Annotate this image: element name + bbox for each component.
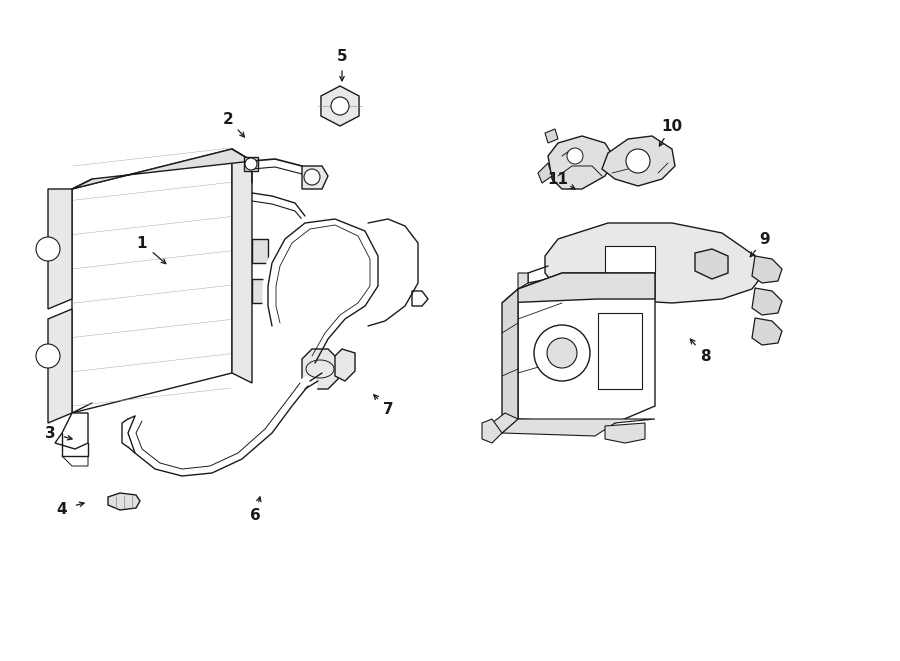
Text: 2: 2	[222, 112, 233, 126]
Polygon shape	[335, 349, 355, 381]
Polygon shape	[538, 163, 552, 183]
Polygon shape	[518, 273, 528, 289]
Polygon shape	[605, 423, 645, 443]
Circle shape	[36, 237, 60, 261]
Polygon shape	[72, 149, 232, 413]
Polygon shape	[108, 493, 140, 510]
Polygon shape	[695, 249, 728, 279]
Polygon shape	[252, 279, 268, 303]
Circle shape	[567, 148, 583, 164]
Polygon shape	[302, 166, 328, 189]
Polygon shape	[598, 313, 642, 389]
Circle shape	[245, 158, 257, 170]
Circle shape	[36, 344, 60, 368]
Circle shape	[331, 97, 349, 115]
Polygon shape	[412, 291, 428, 306]
Polygon shape	[518, 273, 655, 423]
Polygon shape	[752, 256, 782, 283]
Text: 11: 11	[547, 171, 569, 186]
Polygon shape	[482, 419, 502, 443]
Polygon shape	[548, 136, 615, 189]
Polygon shape	[752, 318, 782, 345]
Text: 6: 6	[249, 508, 260, 524]
Polygon shape	[252, 239, 268, 263]
Polygon shape	[502, 289, 518, 433]
Polygon shape	[605, 246, 655, 273]
Polygon shape	[602, 136, 675, 186]
Text: 9: 9	[760, 231, 770, 247]
Polygon shape	[321, 86, 359, 126]
Polygon shape	[492, 413, 518, 439]
Text: 10: 10	[662, 118, 682, 134]
Polygon shape	[545, 223, 762, 303]
Text: 4: 4	[57, 502, 68, 516]
Polygon shape	[545, 129, 558, 143]
Text: 5: 5	[337, 48, 347, 63]
Text: 7: 7	[382, 401, 393, 416]
Polygon shape	[752, 288, 782, 315]
Polygon shape	[72, 149, 252, 189]
Polygon shape	[48, 309, 72, 423]
Polygon shape	[502, 273, 655, 303]
Circle shape	[304, 169, 320, 185]
Polygon shape	[48, 189, 72, 309]
Text: 3: 3	[45, 426, 55, 440]
Polygon shape	[244, 157, 258, 171]
Polygon shape	[232, 149, 252, 383]
Polygon shape	[502, 419, 655, 436]
Circle shape	[626, 149, 650, 173]
Polygon shape	[55, 413, 88, 449]
Circle shape	[547, 338, 577, 368]
Circle shape	[534, 325, 590, 381]
Text: 1: 1	[137, 235, 148, 251]
Text: 8: 8	[699, 348, 710, 364]
Polygon shape	[302, 349, 338, 389]
